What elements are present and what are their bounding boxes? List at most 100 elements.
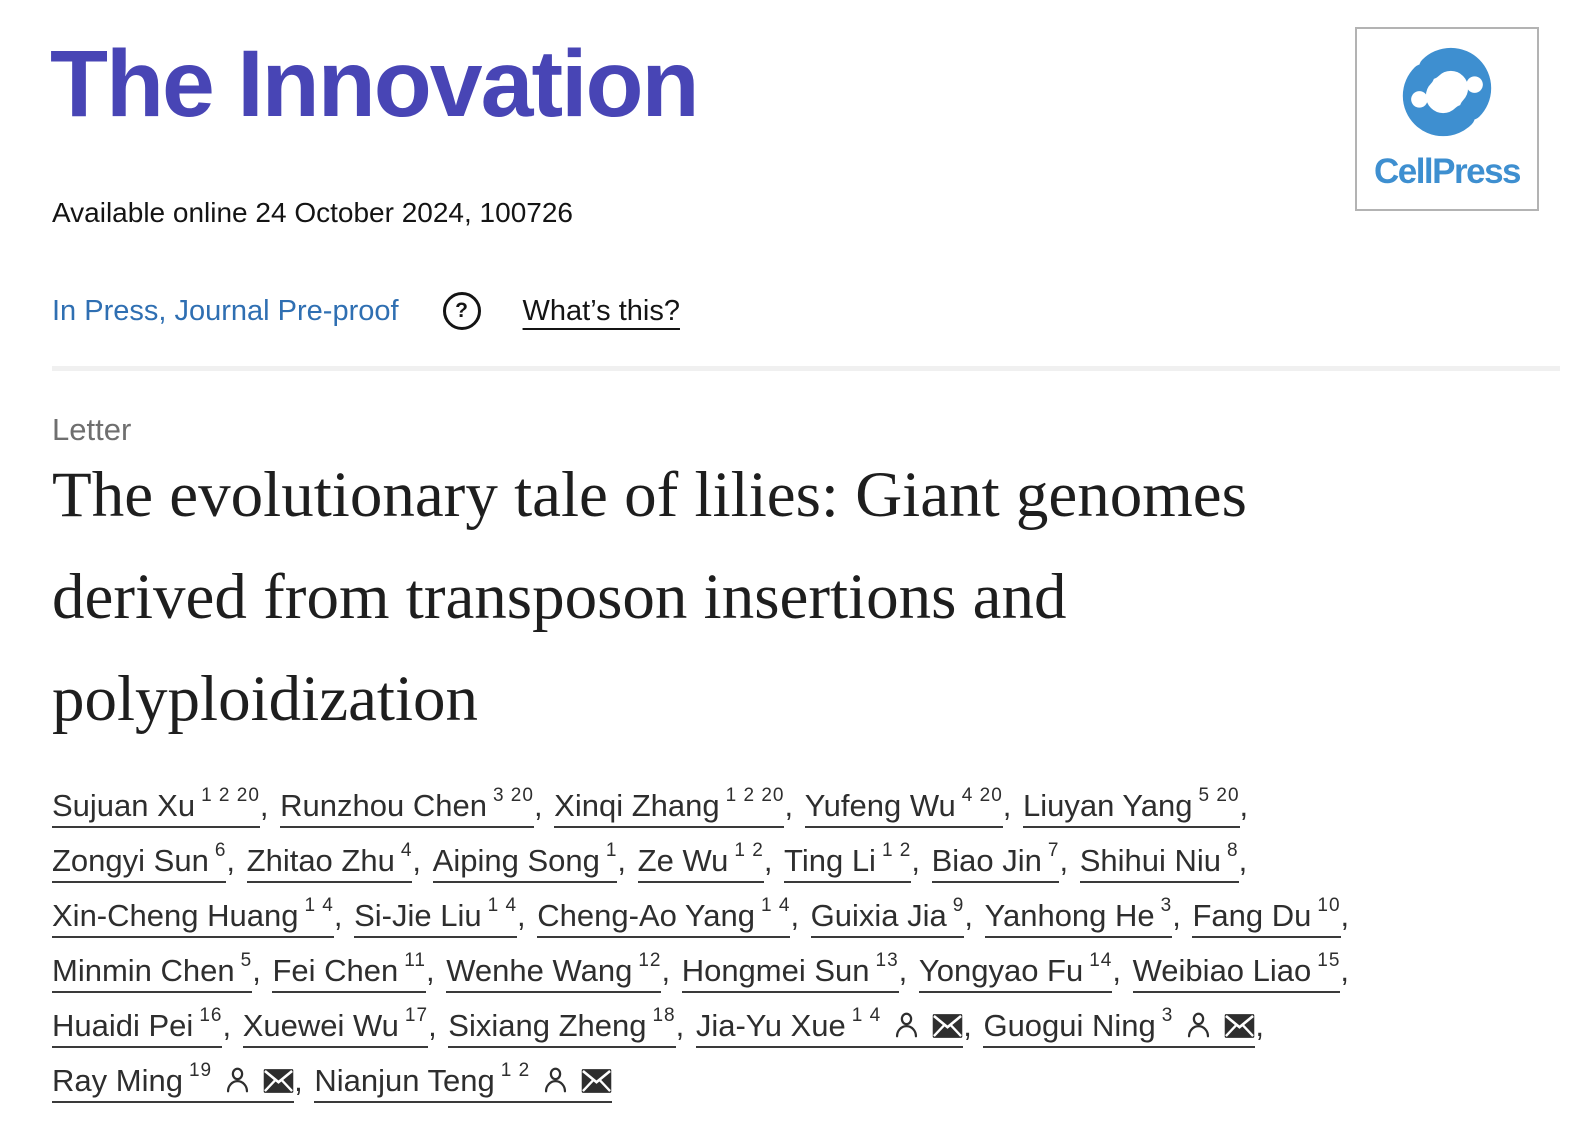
author-link[interactable]: Aiping Song 1 <box>432 840 618 883</box>
author-affiliation-sup: 1 <box>605 840 618 861</box>
author-link[interactable]: Guogui Ning 3 <box>983 1006 1256 1048</box>
author-link[interactable]: Si-Jie Liu 1 4 <box>354 895 518 938</box>
author-link[interactable]: Yongyao Fu 14 <box>918 950 1113 993</box>
author-name: Ting Li <box>784 843 876 878</box>
author-affiliation-sup: 14 <box>1089 950 1113 971</box>
journal-logo[interactable]: The Innovation <box>50 31 700 137</box>
author-affiliation-sup: 1 2 20 <box>201 785 260 806</box>
author-link[interactable]: Ray Ming 19 <box>52 1060 295 1103</box>
author-affiliation-sup: 10 <box>1317 895 1341 916</box>
divider <box>52 366 1560 371</box>
author-name: Zongyi Sun <box>52 843 209 878</box>
person-icon[interactable] <box>224 1066 251 1094</box>
author-affiliation-sup: 4 <box>400 840 413 861</box>
author-name: Xinqi Zhang <box>554 788 720 823</box>
publisher-logo[interactable]: CellPress <box>1355 27 1539 211</box>
envelope-icon[interactable] <box>1224 1013 1255 1039</box>
author-link[interactable]: Biao Jin 7 <box>931 841 1060 883</box>
author-affiliation-sup: 16 <box>199 1005 223 1026</box>
author-affiliation-sup: 1 4 <box>761 895 791 916</box>
author-separator: , <box>784 788 802 823</box>
person-icon[interactable] <box>1185 1011 1212 1039</box>
author-separator: , <box>790 898 808 933</box>
status-row: In Press, Journal Pre-proof ? What’s thi… <box>52 292 680 330</box>
author-name: Aiping Song <box>432 843 600 878</box>
author-link[interactable]: Guixia Jia 9 <box>810 895 965 938</box>
author-separator: , <box>1238 843 1248 878</box>
author-link[interactable]: Sixiang Zheng 18 <box>448 1005 676 1048</box>
author-link[interactable]: Weibiao Liao 15 <box>1132 951 1341 993</box>
author-affiliation-sup: 12 <box>638 950 662 971</box>
author-separator: , <box>428 1008 446 1043</box>
author-separator: , <box>675 1008 693 1043</box>
author-separator: , <box>1255 1008 1264 1043</box>
author-link[interactable]: Ting Li 1 2 <box>784 840 912 883</box>
author-link[interactable]: Wenhe Wang 12 <box>446 950 662 993</box>
author-link[interactable]: Xin-Cheng Huang 1 4 <box>52 895 334 938</box>
author-link[interactable]: Jia-Yu Xue 1 4 <box>695 1006 964 1048</box>
author-affiliation-sup: 1 2 <box>881 840 912 861</box>
author-link[interactable]: Sujuan Xu 1 2 20 <box>52 785 260 828</box>
author-affiliation-sup: 6 <box>214 840 227 861</box>
author-link[interactable]: Xuewei Wu 17 <box>242 1006 429 1048</box>
person-icon[interactable] <box>542 1066 569 1094</box>
author-affiliation-sup: 9 <box>952 895 965 916</box>
author-link[interactable]: Ze Wu 1 2 <box>637 841 764 883</box>
author-name: Wenhe Wang <box>446 953 633 988</box>
author-affiliation-sup: 18 <box>652 1005 676 1026</box>
author-link[interactable]: Xinqi Zhang 1 2 20 <box>554 785 785 828</box>
author-link[interactable]: Yanhong He 3 <box>984 896 1173 938</box>
author-affiliation-sup: 1 4 <box>487 895 518 916</box>
author-separator: , <box>661 953 679 988</box>
person-icon[interactable] <box>893 1011 920 1039</box>
author-name: Shihui Niu <box>1079 843 1222 878</box>
author-link[interactable]: Minmin Chen 5 <box>52 951 253 993</box>
author-link[interactable]: Liuyan Yang 5 20 <box>1023 786 1240 828</box>
author-name: Liuyan Yang <box>1023 788 1193 823</box>
author-link[interactable]: Nianjun Teng 1 2 <box>314 1061 613 1103</box>
author-name: Cheng-Ao Yang <box>537 898 756 933</box>
author-name: Yanhong He <box>984 898 1155 933</box>
author-link[interactable]: Zhitao Zhu 4 <box>246 840 413 883</box>
author-link[interactable]: Cheng-Ao Yang 1 4 <box>537 895 791 938</box>
author-name: Nianjun Teng <box>314 1063 495 1098</box>
author-name: Xin-Cheng Huang <box>52 898 299 933</box>
author-link[interactable]: Runzhou Chen 3 20 <box>280 785 534 828</box>
author-separator: , <box>222 1008 240 1043</box>
author-separator: , <box>533 788 552 823</box>
author-separator: , <box>333 898 352 933</box>
author-name: Fang Du <box>1192 898 1312 933</box>
author-link[interactable]: Zongyi Sun 6 <box>52 840 227 883</box>
availability-text: Available online 24 October 2024, 100726 <box>52 197 573 228</box>
author-name: Zhitao Zhu <box>246 843 395 878</box>
author-link[interactable]: Fei Chen 11 <box>272 950 426 993</box>
author-affiliation-sup: 19 <box>188 1060 213 1081</box>
envelope-icon[interactable] <box>581 1068 612 1094</box>
author-affiliation-sup: 11 <box>404 950 426 971</box>
author-name: Jia-Yu Xue <box>695 1008 846 1043</box>
author-separator: , <box>517 898 535 933</box>
author-name: Ze Wu <box>637 843 729 878</box>
author-separator: , <box>252 953 270 988</box>
author-link[interactable]: Yufeng Wu 4 20 <box>804 786 1003 828</box>
author-link[interactable]: Huaidi Pei 16 <box>52 1005 223 1048</box>
author-separator: , <box>1112 953 1130 988</box>
author-name: Hongmei Sun <box>681 953 870 988</box>
question-circle-icon[interactable]: ? <box>442 292 481 330</box>
author-separator: , <box>294 1063 312 1098</box>
author-separator: , <box>911 843 929 878</box>
in-press-link[interactable]: In Press, Journal Pre-proof <box>52 294 399 327</box>
author-link[interactable]: Shihui Niu 8 <box>1079 841 1239 883</box>
author-affiliation-sup: 3 20 <box>492 785 534 806</box>
author-link[interactable]: Fang Du 10 <box>1192 895 1341 938</box>
author-separator: , <box>259 788 278 823</box>
envelope-icon[interactable] <box>932 1013 963 1039</box>
author-affiliation-sup: 1 2 20 <box>725 785 785 806</box>
publisher-logo-text: CellPress <box>1373 152 1522 191</box>
whats-this-link[interactable]: What’s this? <box>522 294 680 327</box>
author-affiliation-sup: 1 4 <box>304 895 334 916</box>
envelope-icon[interactable] <box>263 1068 294 1094</box>
author-link[interactable]: Hongmei Sun 13 <box>681 951 899 993</box>
author-separator: , <box>763 843 782 878</box>
